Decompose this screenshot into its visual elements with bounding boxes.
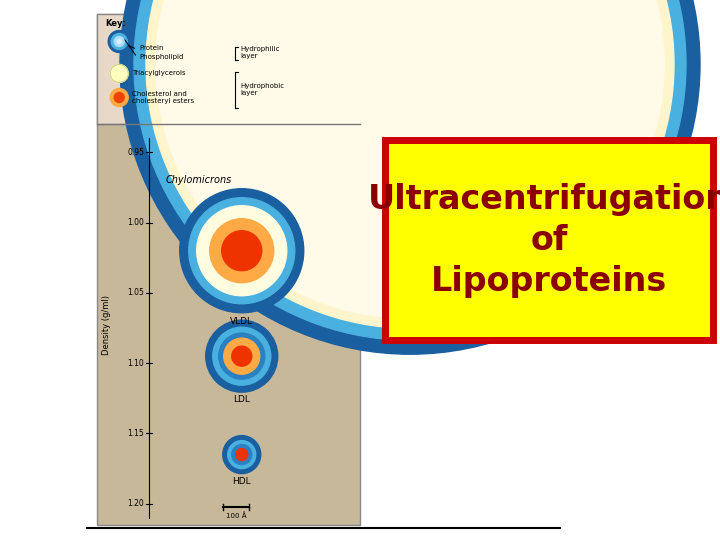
Circle shape [224,338,260,374]
Circle shape [197,206,287,296]
Circle shape [219,333,265,379]
Circle shape [108,30,130,52]
Circle shape [134,0,686,340]
Text: 1.05: 1.05 [127,288,144,298]
Circle shape [206,320,278,392]
Text: Key:: Key: [105,19,126,29]
Text: Chylomicrons: Chylomicrons [165,176,231,185]
Bar [385,140,713,340]
Circle shape [232,444,252,464]
Text: Triacylglycerols: Triacylglycerols [132,71,186,77]
Text: Hydrophilic
layer: Hydrophilic layer [240,46,279,59]
Text: VLDL: VLDL [230,317,253,326]
Circle shape [117,39,121,44]
Text: 100 Å: 100 Å [226,512,247,518]
Text: Cholesterol and
cholesteryl esters: Cholesterol and cholesteryl esters [132,91,194,104]
Text: 1.15: 1.15 [127,429,144,438]
Text: 1.10: 1.10 [127,359,144,368]
Circle shape [146,0,674,328]
Text: Phospholipid: Phospholipid [139,53,184,59]
Circle shape [114,92,125,103]
Circle shape [111,33,127,50]
Circle shape [120,0,700,354]
Circle shape [222,436,261,474]
Bar [97,14,360,124]
Circle shape [228,441,256,469]
Text: 0.95: 0.95 [127,148,144,157]
Circle shape [235,449,248,461]
Text: LDL: LDL [233,395,250,404]
Circle shape [110,89,128,106]
Circle shape [180,189,304,313]
Text: Hydrophobic
layer: Hydrophobic layer [240,83,284,96]
Circle shape [110,64,128,83]
Text: HDL: HDL [233,477,251,485]
Circle shape [114,37,125,46]
Circle shape [156,0,664,318]
Text: 1.20: 1.20 [127,500,144,508]
Circle shape [232,346,252,366]
Bar [97,14,360,525]
Circle shape [222,231,262,271]
Circle shape [212,327,271,385]
Circle shape [210,219,274,283]
Text: 1.00: 1.00 [127,218,144,227]
Text: Density (g/ml): Density (g/ml) [102,294,111,355]
Circle shape [189,198,294,303]
Text: Protein: Protein [139,44,163,51]
Text: Ultracentrifugation
of
Lipoproteins: Ultracentrifugation of Lipoproteins [368,183,720,298]
